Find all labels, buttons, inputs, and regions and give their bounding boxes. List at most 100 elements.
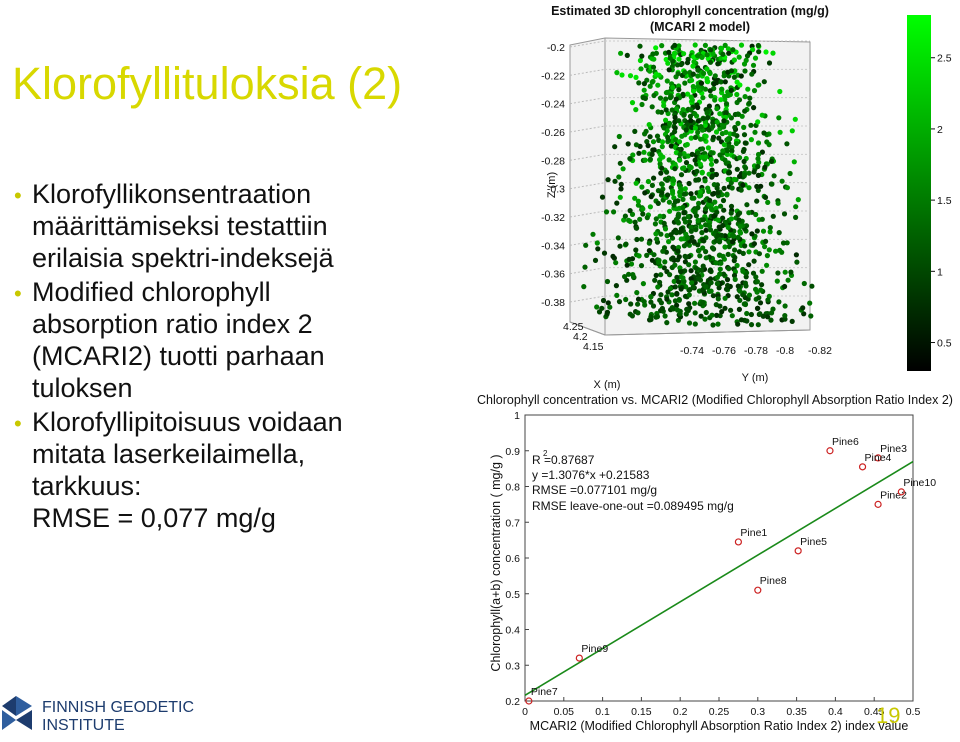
point-marker [651,175,657,181]
point-marker [746,210,752,216]
point-marker [686,287,692,293]
point-marker [666,239,672,245]
point-marker [687,113,693,119]
point-marker [676,254,682,260]
point-marker [612,144,618,150]
point-marker [737,297,743,303]
point-marker [686,262,692,268]
point-marker [613,260,619,266]
point-marker [634,236,640,243]
point-marker [668,232,674,238]
scatter-xlabel: MCARI2 (Modified Chlorophyll Absorption … [530,719,909,733]
x-tick-label: 4.2 [573,331,588,343]
point-marker [686,320,693,326]
point-marker [639,53,645,59]
y-tick-label: -0.78 [744,345,768,357]
point-marker [722,79,728,85]
point-marker [658,292,664,298]
point-marker [682,80,688,86]
colorbar-tick-label: 2.5 [937,53,952,65]
x-tick-label: 0.45 [864,706,885,718]
point-marker [748,122,754,128]
point-marker [638,263,645,269]
scatter-plot-area [524,414,914,702]
x-tick-label: 0.35 [786,706,807,718]
point-marker [736,54,742,60]
point-marker [618,181,624,187]
point-marker [618,50,624,56]
point-marker [659,165,665,171]
point-marker [742,94,748,100]
point-marker [672,50,678,57]
point-marker [728,87,734,93]
point-marker [679,133,685,139]
point-marker [704,66,710,72]
grid-line [569,182,606,190]
point-marker [688,268,694,274]
point-marker [646,248,652,254]
point-marker [657,213,663,219]
point-marker [731,57,737,63]
point-marker [691,195,697,201]
point-marker [712,97,718,103]
point-marker [647,204,653,210]
y-tick-label: -0.74 [680,345,704,357]
point-marker [775,270,781,276]
point-marker [626,217,632,223]
point-marker [700,217,707,223]
point-marker [727,131,733,137]
point-marker [638,236,645,242]
chart-3d-y-ticks: -0.74 -0.76 -0.78 -0.8 -0.82 [680,345,832,357]
point-marker [653,231,659,237]
point-marker [695,104,701,111]
point-marker [611,209,617,215]
point-marker [699,54,705,61]
point-marker [683,254,689,260]
point-marker [725,46,731,52]
point-marker [688,94,694,100]
point-marker [784,185,790,191]
point-marker [752,129,758,135]
point-marker [665,289,671,295]
point-marker [637,43,643,49]
point-marker [647,134,653,140]
point-marker [695,217,701,223]
bullet-item: • Klorofyllipitoisuus voidaan mitata lase… [10,406,460,534]
point-marker [734,166,740,172]
point-label: Pine7 [531,686,558,698]
point-marker [858,463,867,471]
point-marker [641,149,647,155]
point-marker [734,294,740,300]
point-marker [763,49,769,55]
point-marker [676,296,682,303]
point-marker [671,195,677,201]
point-marker [678,172,685,178]
point-marker [729,313,735,319]
point-marker [650,51,656,57]
point-label: Pine3 [880,443,907,455]
point-marker [801,280,807,287]
point-marker [721,207,727,213]
point-marker [667,272,673,278]
point-marker [720,51,726,57]
point-marker [661,265,667,271]
point-marker [766,247,772,253]
point-marker [723,101,730,107]
chart-3d-ylabel: Y (m) [742,372,769,384]
point-marker [645,143,651,149]
point-marker [635,301,641,307]
grid-line [569,97,606,105]
point-marker [738,42,745,48]
grid-line [569,295,606,303]
point-marker [604,278,611,285]
point-marker [777,88,783,95]
point-marker [779,178,785,184]
point-marker [725,176,731,182]
point-marker [755,322,761,328]
point-marker [703,309,709,316]
point-marker [581,284,587,290]
point-marker [699,170,705,176]
point-marker [763,238,769,244]
point-marker [669,292,675,298]
point-marker [706,288,712,294]
